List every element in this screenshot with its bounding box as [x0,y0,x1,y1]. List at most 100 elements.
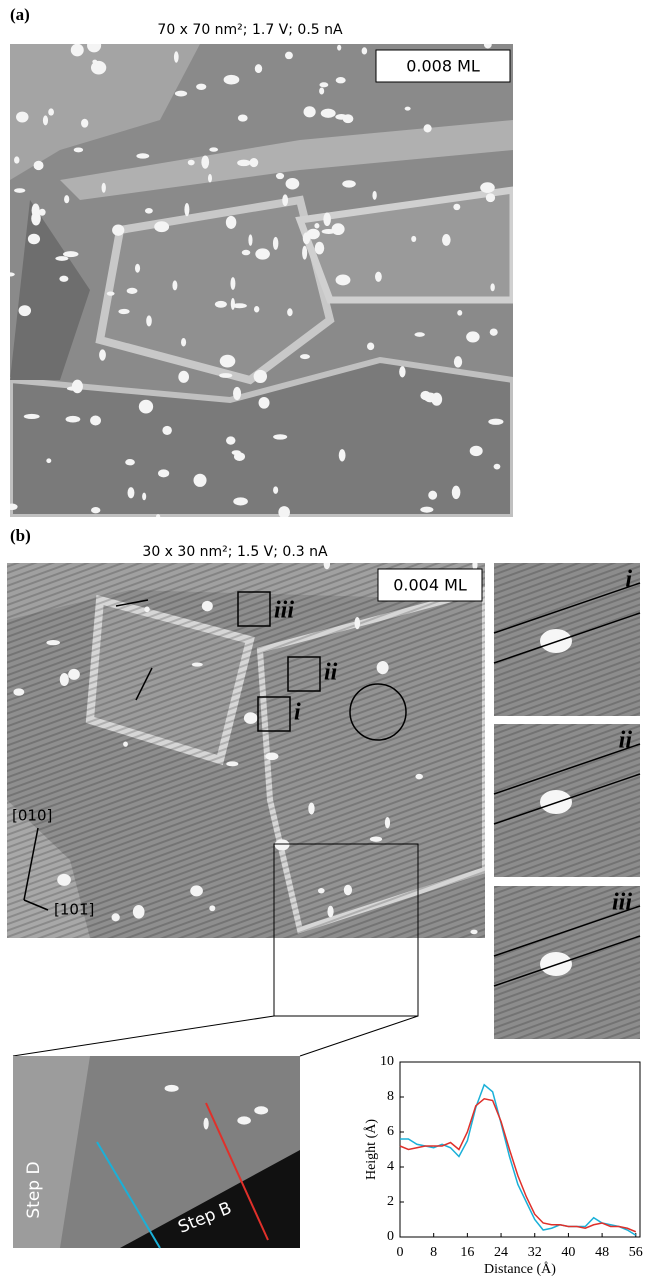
adsorbate [230,277,236,290]
profile-line [493,935,641,987]
adsorbate [223,74,240,85]
adsorbate [134,263,141,273]
adsorbate [57,873,71,886]
adsorbate [489,328,498,336]
adsorbate [472,563,478,571]
adsorbate [46,639,61,646]
adsorbate [490,283,495,292]
adsorbate [384,817,391,829]
y-tick-label: 0 [387,1229,394,1244]
adsorbate [14,156,20,164]
adsorbate [144,208,153,214]
adsorbate [136,153,150,159]
adsorbate [106,291,115,296]
adsorbate [300,354,310,360]
adsorbate [354,616,361,630]
x-axis-label: Distance (Å) [484,1261,556,1277]
y-axis-label: Height (Å) [363,1119,379,1180]
stm-image [10,44,513,517]
adsorbate [59,275,69,282]
adsorbate [367,342,375,351]
adsorbate [87,44,102,53]
adsorbate [480,182,495,193]
adsorbate [253,369,268,383]
adsorbate [317,888,325,894]
adsorbate [453,356,463,368]
adsorbate [154,221,170,233]
inset-label: ii [619,728,633,754]
adsorbate [335,274,351,286]
adsorbate [442,233,451,246]
adsorbate [232,303,247,309]
adsorbate [48,108,54,116]
adsorbate [233,497,248,506]
adsorbate [255,248,270,260]
adsorbate [320,108,336,118]
adsorbate [323,563,331,570]
adsorbate [369,836,383,842]
adsorbate [253,306,260,313]
adsorbate [46,458,52,464]
adsorbate [118,308,130,315]
adsorbate [219,373,233,378]
profile-line [493,773,641,825]
adsorbate [466,331,480,343]
x-tick-label: 32 [528,1245,542,1260]
adsorbate [314,241,325,255]
adsorbate [214,300,227,308]
adsorbate [285,177,300,190]
box-label: ii [324,660,338,686]
inset-label: i [625,567,632,593]
adsorbate [81,118,89,128]
x-tick-label: 56 [629,1245,643,1260]
adsorbate [335,114,348,120]
adsorbate [361,47,368,55]
adsorbate [191,662,203,667]
adsorbate [111,913,120,922]
adsorbate [488,418,504,425]
direction: [010] [12,807,52,825]
box-label: iii [274,598,294,624]
adsorbate [146,315,152,327]
adsorbate [144,606,150,613]
adsorbate [226,436,236,445]
adsorbate [38,208,46,216]
adsorbate [138,399,154,414]
adsorbate [127,487,135,499]
x-tick-label: 48 [595,1245,609,1260]
adsorbate [164,1084,179,1092]
x-tick-label: 40 [561,1245,575,1260]
adsorbate [335,77,346,84]
adsorbate [55,256,69,261]
adsorbate [306,228,320,240]
adsorbate [338,449,346,462]
adsorbate [219,354,236,368]
adsorbate [273,486,279,494]
adsorbate [493,463,501,470]
adsorbate [399,366,406,378]
adsorbate [16,111,29,123]
adsorbate [331,223,345,236]
adsorbate [302,245,308,260]
adsorbate [173,51,179,63]
adsorbate [162,425,172,435]
panel-label: (b) [10,526,31,545]
adsorbate [99,349,106,361]
adsorbate [453,203,461,211]
adsorbate [178,370,190,383]
adsorbate [343,884,353,896]
adsorbate [273,434,288,440]
profile-line [493,905,641,957]
adsorbate [203,1117,209,1130]
adsorbate [13,688,25,696]
y-tick-label: 2 [387,1194,394,1209]
caption: 30 x 30 nm²; 1.5 V; 0.3 nA [142,544,328,560]
adsorbate [42,115,49,126]
adsorbate [485,193,496,203]
adsorbate [209,905,216,912]
x-tick-label: 16 [460,1245,474,1260]
adsorbate [225,215,237,229]
adsorbate [90,60,107,75]
